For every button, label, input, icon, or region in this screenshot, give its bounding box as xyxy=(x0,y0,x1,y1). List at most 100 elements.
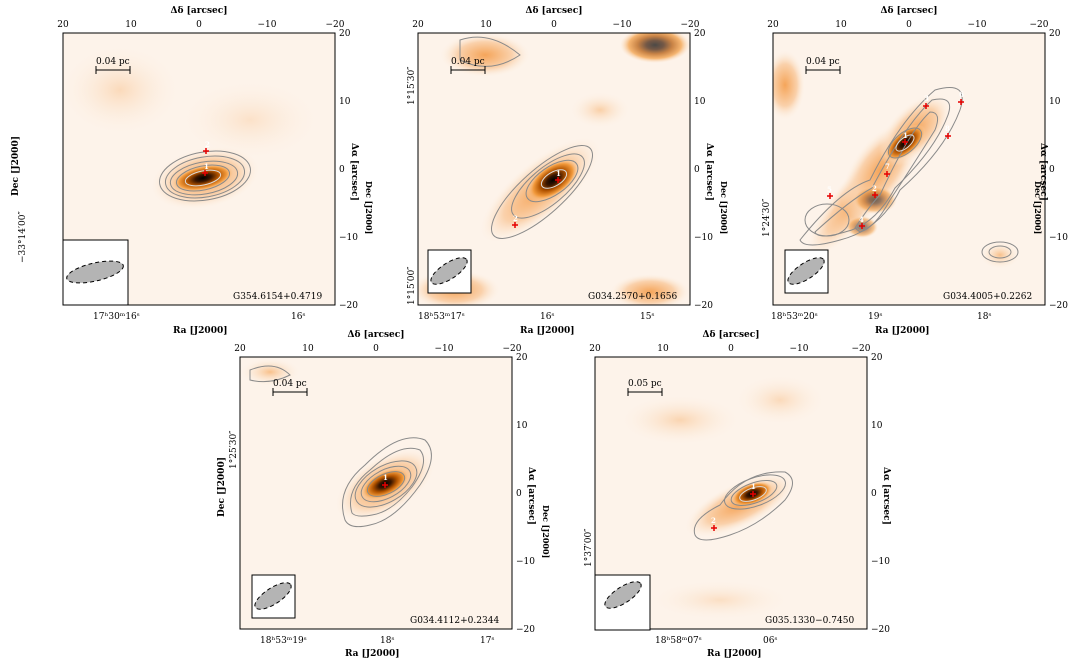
svg-text:2: 2 xyxy=(872,184,877,193)
svg-text:10: 10 xyxy=(835,20,847,30)
svg-text:2: 2 xyxy=(711,516,716,525)
right-axis-title: Δα [arcsec] xyxy=(349,143,359,201)
scalebar-label: 0.04 pc xyxy=(451,57,485,67)
frame xyxy=(239,356,513,630)
svg-text:1°25′30″: 1°25′30″ xyxy=(229,430,239,469)
svg-text:−20: −20 xyxy=(681,20,700,30)
right-dec-title: Dec [J2000] xyxy=(1033,181,1043,234)
scalebar-label: 0.04 pc xyxy=(96,57,130,67)
left-axis: 1°25′30″ Dec [J2000] xyxy=(217,430,239,517)
source-marker: 1 xyxy=(555,169,561,183)
beam-ellipse xyxy=(787,257,825,285)
svg-text:−20: −20 xyxy=(694,301,713,311)
svg-text:10: 10 xyxy=(339,97,351,107)
svg-text:06ˢ: 06ˢ xyxy=(763,636,777,646)
beam-ellipse xyxy=(604,581,642,609)
source-marker: 1 xyxy=(750,482,756,497)
left-axis: −33°14′00″ Dec [J2000] xyxy=(11,136,28,263)
left-axis: 1°15′30″ 1°15′00″ xyxy=(407,66,417,305)
bottom-axis-title: Ra [J2000] xyxy=(520,326,574,336)
source-markers: 1 2 3 4 5 6 7 8 xyxy=(827,90,964,229)
source-marker: 1 xyxy=(202,162,209,176)
beam-ellipse xyxy=(66,260,124,284)
top-axis: 20 10 0 −10 −20 Δδ [arcsec] xyxy=(767,6,1048,30)
svg-text:−10: −10 xyxy=(516,557,535,567)
right-axis: 20 10 0 −10 −20 Δα [arcsec] Dec [J2000] xyxy=(1033,29,1068,311)
bottom-axis-title: Ra [J2000] xyxy=(173,326,227,336)
svg-text:−10: −10 xyxy=(790,344,809,354)
svg-text:1: 1 xyxy=(903,131,908,140)
svg-text:2: 2 xyxy=(205,140,210,149)
right-axis: 20 10 0 −10 −20 Δα [arcsec] Dec [J2000] xyxy=(339,29,374,311)
scalebar-label: 0.05 pc xyxy=(628,379,662,389)
svg-text:1: 1 xyxy=(751,482,756,491)
panel-g354: 0.04 pc 1 2 G354.6154+0.4719 20 10 0 −10… xyxy=(11,6,374,336)
svg-text:16ˢ: 16ˢ xyxy=(291,312,305,322)
frame xyxy=(594,356,868,630)
frame xyxy=(772,32,1046,306)
svg-text:20: 20 xyxy=(339,29,351,39)
contours xyxy=(249,365,432,528)
svg-text:17ʰ30ᵐ16ˢ: 17ʰ30ᵐ16ˢ xyxy=(93,312,140,322)
panel-name: G354.6154+0.4719 xyxy=(233,292,322,302)
svg-text:−20: −20 xyxy=(339,301,358,311)
svg-text:10: 10 xyxy=(871,421,883,431)
svg-text:−10: −10 xyxy=(871,557,890,567)
svg-text:−20: −20 xyxy=(516,625,535,635)
right-dec-title: Dec [J2000] xyxy=(364,181,374,234)
source-marker: 2 xyxy=(512,214,518,228)
frame xyxy=(417,32,691,306)
svg-text:−20: −20 xyxy=(1049,301,1068,311)
panel-g034-4112: 0.04 pc 1 G034.4112+0.2344 20 10 0 −10 −… xyxy=(217,330,551,659)
bottom-axis-title: Ra [J2000] xyxy=(345,649,399,659)
svg-text:−10: −10 xyxy=(258,20,277,30)
right-dec-title: Dec [J2000] xyxy=(541,505,551,558)
panel-name: G034.2570+0.1656 xyxy=(588,292,677,302)
svg-text:17ˢ: 17ˢ xyxy=(480,636,494,646)
svg-text:1: 1 xyxy=(556,169,561,178)
scalebar-label: 0.04 pc xyxy=(273,379,307,389)
svg-text:−20: −20 xyxy=(503,344,522,354)
svg-text:16ˢ: 16ˢ xyxy=(540,312,554,322)
top-axis-title: Δδ [arcsec] xyxy=(348,330,405,340)
source-marker: 1 xyxy=(382,473,388,488)
top-axis: 20 10 0 −10 −20 Δδ [arcsec] xyxy=(412,6,699,30)
bottom-axis: 18ʰ53ᵐ20ˢ 19ˢ 18ˢ Ra [J2000] xyxy=(771,312,991,336)
right-dec-title: Dec [J2000] xyxy=(719,181,729,234)
frame xyxy=(62,32,336,306)
svg-text:10: 10 xyxy=(302,344,314,354)
svg-text:6: 6 xyxy=(959,90,964,99)
svg-text:0: 0 xyxy=(373,344,379,354)
top-axis: 20 10 0 −10 −20 Δδ [arcsec] xyxy=(234,330,521,354)
svg-text:0: 0 xyxy=(728,344,734,354)
svg-text:10: 10 xyxy=(516,421,528,431)
svg-text:20: 20 xyxy=(234,344,246,354)
right-axis-title: Δα [arcsec] xyxy=(1038,143,1048,201)
svg-text:1: 1 xyxy=(204,162,209,171)
svg-text:1°24′30″: 1°24′30″ xyxy=(762,198,772,237)
svg-text:−33°14′00″: −33°14′00″ xyxy=(18,211,28,263)
top-axis-title: Δδ [arcsec] xyxy=(881,6,938,16)
right-axis-title: Δα [arcsec] xyxy=(526,467,536,525)
svg-text:20: 20 xyxy=(516,353,528,363)
top-axis-title: Δδ [arcsec] xyxy=(703,330,760,340)
right-axis: 20 10 0 −10 −20 Δα [arcsec] Dec [J2000] xyxy=(516,353,551,635)
bottom-axis-title: Ra [J2000] xyxy=(707,649,761,659)
svg-text:−20: −20 xyxy=(852,344,871,354)
svg-text:−10: −10 xyxy=(613,20,632,30)
svg-text:20: 20 xyxy=(589,344,601,354)
emission-core xyxy=(526,158,580,202)
svg-text:10: 10 xyxy=(480,20,492,30)
bottom-axis: 18ʰ53ᵐ19ˢ 18ˢ 17ˢ Ra [J2000] xyxy=(260,636,494,659)
svg-text:−10: −10 xyxy=(339,233,358,243)
scalebar-label: 0.04 pc xyxy=(806,57,840,67)
bottom-axis: 18ʰ58ᵐ07ˢ 06ˢ Ra [J2000] xyxy=(655,636,777,659)
svg-text:0: 0 xyxy=(871,489,877,499)
top-axis-title: Δδ [arcsec] xyxy=(171,6,228,16)
source-marker: 2 xyxy=(203,140,210,154)
left-axis: 1°37′00″ xyxy=(584,528,594,567)
left-axis-title: Dec [J2000] xyxy=(11,136,21,196)
top-axis-title: Δδ [arcsec] xyxy=(526,6,583,16)
beam-ellipse xyxy=(430,257,468,285)
